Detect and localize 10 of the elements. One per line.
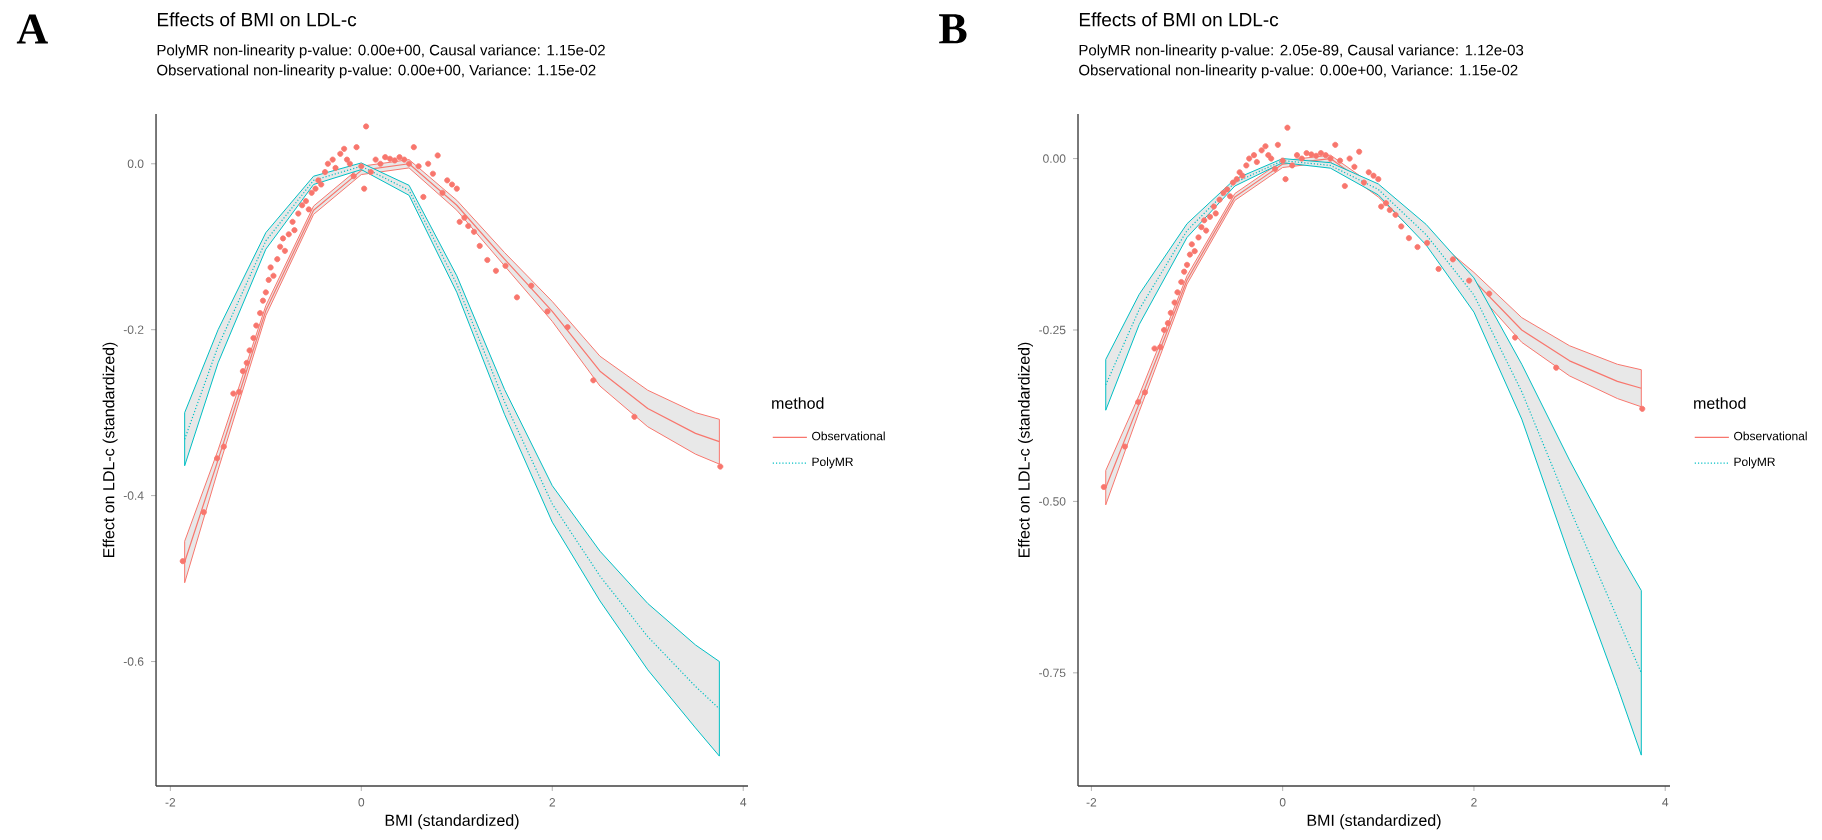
x-axis-title: BMI (standardized) xyxy=(385,814,519,830)
legend-title: method xyxy=(1694,397,1746,409)
legend-title: method xyxy=(772,397,824,409)
text: A xyxy=(16,14,48,44)
chart-title: Effects of BMI on LDL-c xyxy=(157,12,357,27)
text: B xyxy=(939,14,967,44)
y-axis-title: Effect on LDL-c (standardized) xyxy=(1017,342,1033,558)
x-axis-title: BMI (standardized) xyxy=(1307,814,1441,830)
y-axis-title: Effect on LDL-c (standardized) xyxy=(102,342,118,558)
chart-title: Effects of BMI on LDL-c xyxy=(1079,12,1279,27)
